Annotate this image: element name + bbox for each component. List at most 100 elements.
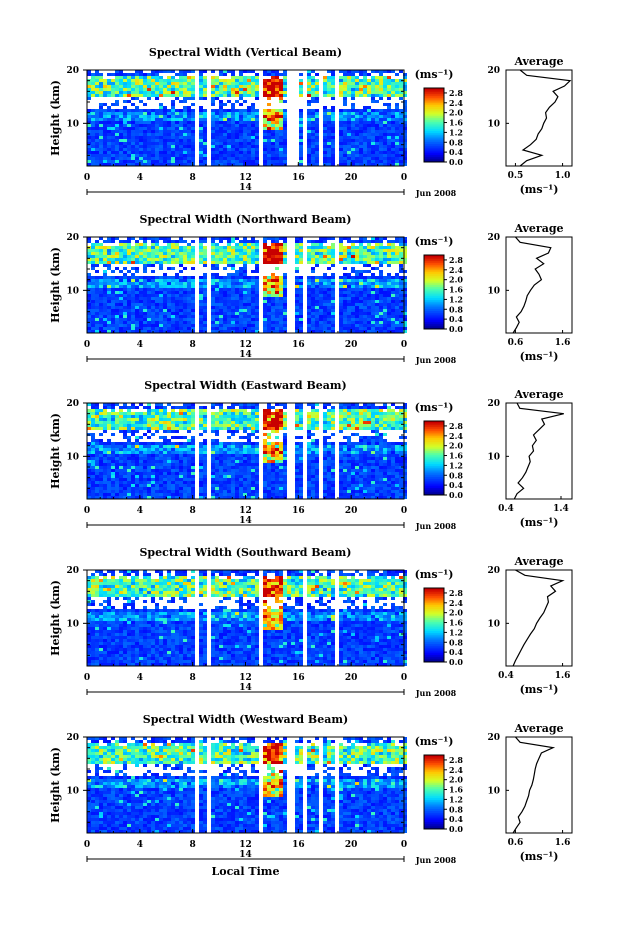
heatmap-cell (351, 285, 355, 288)
heatmap-cell (179, 252, 183, 255)
heatmap-cell (223, 412, 227, 415)
heatmap-cell (235, 151, 239, 154)
heatmap-cell (275, 306, 279, 309)
heatmap-cell (119, 70, 123, 73)
heatmap-cell (143, 136, 147, 139)
heatmap-cell (351, 252, 355, 255)
heatmap-cell (131, 91, 135, 94)
heatmap-cell (383, 237, 387, 240)
heatmap-cell (399, 264, 403, 267)
heatmap-cell (203, 303, 207, 306)
heatmap-cell (135, 261, 139, 264)
heatmap-cell (295, 330, 299, 333)
heatmap-cell (143, 330, 147, 333)
heatmap-cell (339, 79, 343, 82)
heatmap-cell (95, 255, 99, 258)
heatmap-cell (339, 327, 343, 330)
heatmap-cell (375, 321, 379, 324)
heatmap-cell (347, 124, 351, 127)
heatmap-cell (203, 249, 207, 252)
y-tick-label: 20 (66, 233, 79, 243)
heatmap-cell (103, 109, 107, 112)
heatmap-cell (387, 118, 391, 121)
heatmap-cell (131, 130, 135, 133)
heatmap-cell (143, 291, 147, 294)
heatmap-cell (175, 154, 179, 157)
heatmap-cell (87, 142, 91, 145)
heatmap-cell (343, 258, 347, 261)
heatmap-cell (215, 421, 219, 424)
heatmap-cell (255, 133, 259, 136)
heatmap-cell (115, 415, 119, 418)
heatmap-cell (307, 288, 311, 291)
heatmap-cell (315, 139, 319, 142)
heatmap-cell (347, 300, 351, 303)
heatmap-cell (203, 282, 207, 285)
heatmap-cell (327, 130, 331, 133)
heatmap-cell (371, 403, 375, 406)
heatmap-cell (299, 237, 303, 240)
heatmap-cell (211, 136, 215, 139)
heatmap-cell (271, 309, 275, 312)
heatmap-cell (111, 118, 115, 121)
heatmap-cell (331, 246, 335, 249)
heatmap-cell (295, 300, 299, 303)
heatmap-cell (367, 424, 371, 427)
heatmap-cell (143, 157, 147, 160)
heatmap-cell (147, 412, 151, 415)
heatmap-cell (403, 160, 407, 163)
heatmap-cell (351, 91, 355, 94)
heatmap-cell (103, 151, 107, 154)
heatmap-cell (191, 130, 195, 133)
heatmap-cell (223, 309, 227, 312)
heatmap-cell (231, 303, 235, 306)
heatmap-cell (115, 70, 119, 73)
heatmap-cell (135, 163, 139, 166)
heatmap-cell (87, 157, 91, 160)
heatmap-cell (347, 136, 351, 139)
heatmap-cell (395, 115, 399, 118)
heatmap-cell (251, 279, 255, 282)
heatmap-cell (171, 279, 175, 282)
heatmap-cell (191, 160, 195, 163)
heatmap-cell (203, 76, 207, 79)
heatmap-cell (315, 118, 319, 121)
heatmap-cell (307, 279, 311, 282)
heatmap-cell (183, 321, 187, 324)
heatmap-cell (211, 255, 215, 258)
heatmap-cell (367, 258, 371, 261)
heatmap-cell (347, 139, 351, 142)
heatmap-cell (115, 136, 119, 139)
heatmap-cell (307, 115, 311, 118)
heatmap-cell (403, 312, 407, 315)
heatmap-cell (271, 415, 275, 418)
heatmap-cell (203, 94, 207, 97)
heatmap-cell (375, 91, 379, 94)
heatmap-cell (403, 403, 407, 406)
heatmap-cell (283, 252, 287, 255)
heatmap-cell (163, 85, 167, 88)
heatmap-cell (171, 91, 175, 94)
heatmap-cell (123, 258, 127, 261)
heatmap-cell (307, 73, 311, 76)
heatmap-cell (179, 139, 183, 142)
heatmap-cell (375, 82, 379, 85)
heatmap-cell (395, 154, 399, 157)
heatmap-cell (299, 321, 303, 324)
heatmap-cell (279, 321, 283, 324)
heatmap-cell (403, 270, 407, 273)
heatmap-cell (379, 321, 383, 324)
heatmap-cell (239, 306, 243, 309)
heatmap-cell (379, 279, 383, 282)
heatmap-cell (155, 91, 159, 94)
heatmap-cell (199, 427, 203, 430)
heatmap-cell (155, 85, 159, 88)
heatmap-cell (327, 70, 331, 73)
heatmap-cell (175, 424, 179, 427)
heatmap-cell (227, 151, 231, 154)
heatmap-cell (187, 130, 191, 133)
heatmap-cell (403, 330, 407, 333)
heatmap-cell (367, 285, 371, 288)
heatmap-cell (331, 306, 335, 309)
heatmap-cell (151, 109, 155, 112)
